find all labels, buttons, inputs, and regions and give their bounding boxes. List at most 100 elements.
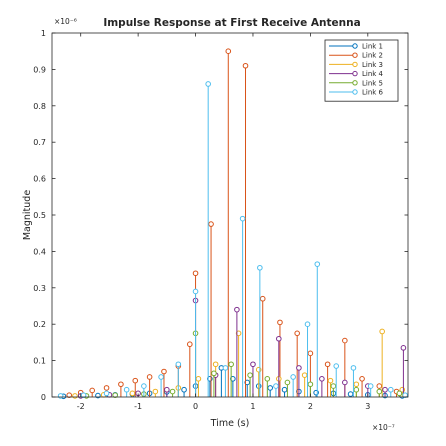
stem-marker: [400, 345, 407, 351]
x-exponent-label: ×10⁻⁷: [372, 423, 395, 432]
stem-marker: [284, 379, 291, 386]
y-tick-label: 0.9: [33, 65, 46, 74]
legend-marker: [352, 52, 358, 58]
stem-marker: [276, 335, 282, 342]
chart-title: Impulse Response at First Receive Antenn…: [103, 17, 360, 29]
y-tick-label: 0.4: [33, 247, 46, 256]
stem-marker: [277, 319, 283, 326]
stem-marker: [264, 376, 271, 382]
stem-marker: [382, 386, 388, 393]
stem-marker: [259, 295, 266, 302]
stem-marker: [129, 390, 136, 397]
series-5: [83, 330, 403, 399]
stem-marker: [66, 392, 73, 398]
legend-entry-4: Link 4: [329, 70, 384, 78]
stem-marker: [342, 379, 348, 386]
stem-marker: [307, 350, 314, 357]
stem-marker: [164, 386, 170, 393]
stem-marker: [342, 337, 348, 344]
stem-marker: [239, 215, 246, 222]
y-tick-label: 0.5: [33, 211, 46, 220]
x-tick-label: -2: [77, 402, 85, 411]
legend-label: Link 5: [362, 79, 383, 87]
legend-label: Link 4: [362, 70, 384, 78]
y-tick-label: 0.1: [33, 357, 46, 366]
y-tick-label: 0.6: [33, 175, 46, 184]
stem-marker: [175, 361, 182, 368]
legend-label: Link 3: [362, 61, 383, 69]
stem-marker: [57, 393, 64, 399]
stem-marker: [319, 376, 325, 382]
stem-marker: [146, 374, 153, 380]
legend-marker: [352, 89, 358, 95]
stem-marker: [112, 392, 118, 398]
stem-marker: [141, 383, 147, 389]
stems-layer: [57, 48, 408, 400]
stem-marker: [80, 392, 87, 398]
stem-marker: [205, 81, 211, 87]
stem-marker: [247, 372, 253, 378]
x-tick-label: 2: [308, 402, 313, 411]
legend-marker: [352, 80, 358, 86]
legend-marker: [352, 43, 358, 49]
stem-marker: [225, 48, 232, 55]
y-tick-label: 0.7: [33, 138, 46, 147]
stem-marker: [234, 306, 240, 313]
y-axis-ticks: 0 0.1 0.2 0.3 0.4 0.5 0.6 0.7 0.8 0.9 1: [33, 29, 408, 402]
stem-marker: [192, 270, 199, 277]
stem-marker: [290, 374, 296, 380]
stem-marker: [296, 365, 302, 371]
stem-marker: [103, 390, 110, 397]
stem-marker: [359, 376, 365, 382]
stem-marker: [212, 361, 219, 368]
series-3: [72, 328, 406, 399]
stem-marker: [250, 361, 256, 368]
legend-box: [324, 39, 399, 102]
y-tick-label: 0: [41, 393, 46, 402]
y-tick-label: 0.2: [33, 320, 46, 329]
y-tick-label: 0.8: [33, 102, 46, 111]
stem-marker: [152, 388, 159, 395]
stem-marker: [402, 392, 408, 398]
stem-marker: [181, 386, 187, 393]
y-exponent-label: ×10⁻⁶: [54, 17, 77, 26]
x-axis-label: Time (s): [210, 418, 250, 429]
legend-entry-1: Link 1: [329, 43, 383, 51]
stem-marker: [235, 330, 242, 337]
series-2: [66, 48, 400, 398]
stem-marker: [257, 264, 263, 271]
stem-marker: [222, 365, 229, 371]
legend-label: Link 6: [362, 89, 384, 97]
legend-entry-2: Link 2: [329, 52, 383, 60]
series-6: [57, 81, 408, 399]
stem-marker: [228, 361, 234, 368]
stem-marker: [347, 391, 354, 397]
y-tick-label: 0.3: [33, 284, 46, 293]
legend-entry-3: Link 3: [329, 61, 383, 69]
stem-marker: [211, 370, 217, 377]
legend-entry-5: Link 5: [329, 79, 383, 87]
stem-marker: [376, 383, 383, 389]
y-axis-label: Magnitude: [22, 190, 33, 240]
stem-marker: [103, 385, 110, 391]
stem-marker: [118, 381, 124, 388]
stem-marker: [192, 288, 199, 295]
stem-marker: [379, 328, 385, 335]
legend-label: Link 2: [362, 52, 383, 60]
legend-label: Link 1: [362, 43, 383, 51]
stem-marker: [242, 62, 249, 69]
stem-marker: [367, 383, 374, 389]
stem-marker: [307, 381, 314, 388]
stem-marker: [330, 383, 337, 389]
stem-marker: [208, 221, 214, 227]
x-axis-ticks: -2 -1 0 1 2 3: [77, 33, 370, 411]
stem-marker: [187, 341, 193, 348]
stem-marker: [230, 376, 236, 382]
stem-marker: [294, 330, 300, 337]
stem-marker: [281, 386, 288, 393]
stem-marker: [72, 393, 78, 399]
stem-marker: [376, 388, 383, 395]
stem-marker: [244, 379, 251, 386]
